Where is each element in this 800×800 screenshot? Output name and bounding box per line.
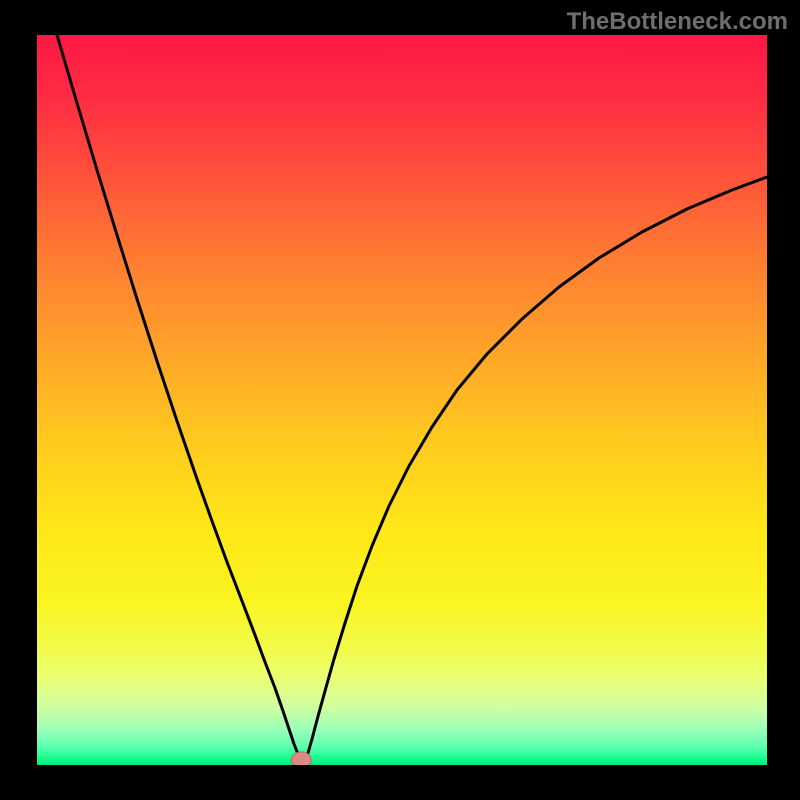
plot-area	[37, 35, 767, 765]
curve-layer	[37, 35, 767, 765]
bottleneck-curve	[57, 35, 767, 765]
watermark-text: TheBottleneck.com	[567, 8, 788, 36]
minimum-marker	[291, 752, 311, 765]
